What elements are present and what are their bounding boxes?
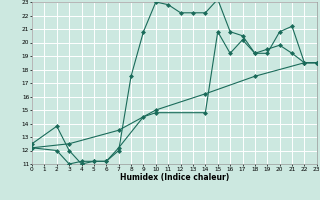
X-axis label: Humidex (Indice chaleur): Humidex (Indice chaleur) [120, 173, 229, 182]
